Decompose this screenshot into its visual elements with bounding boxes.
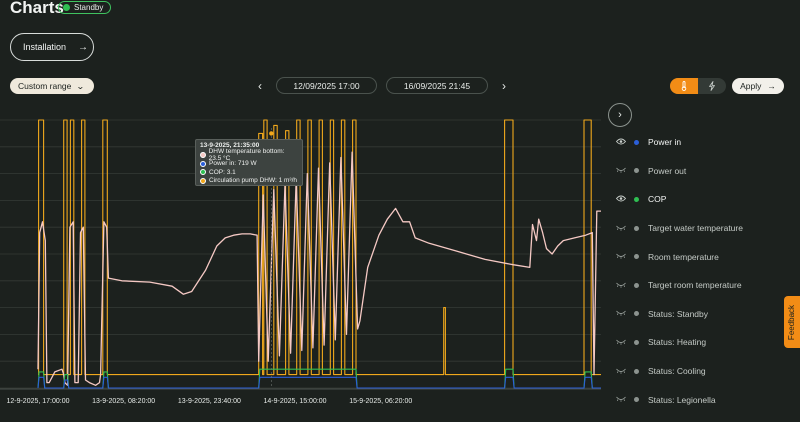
tooltip-swatch — [200, 169, 206, 176]
eye-off-icon[interactable] — [616, 367, 632, 376]
end-date-value: 16/09/2025 21:45 — [403, 80, 471, 91]
status-badge-label: Standby — [74, 3, 104, 12]
arrow-right-icon: → — [78, 41, 89, 53]
collapse-legend-button[interactable]: › — [608, 103, 632, 127]
eye-off-icon[interactable] — [616, 338, 632, 347]
eye-off-icon[interactable] — [616, 395, 632, 404]
legend-item[interactable]: Power in — [615, 128, 786, 157]
legend-color-dot — [634, 196, 639, 202]
legend-item[interactable]: Status: Legionella — [616, 385, 786, 414]
tooltip-row: DHW temperature bottom: 23.5 °C — [200, 148, 298, 163]
legend-item-label: Status: Standby — [648, 308, 709, 319]
eye-off-icon[interactable] — [616, 281, 632, 290]
tooltip-timestamp: 13-9-2025, 21:35:00 — [200, 142, 260, 149]
legend-item[interactable]: Status: Cooling — [616, 357, 786, 386]
eye-icon[interactable] — [615, 138, 632, 147]
chart-legend: Power in Power out COP Target water tempera… — [615, 128, 786, 414]
legend-item[interactable]: Target room temperature — [616, 271, 786, 300]
legend-item-label: Room temperature — [648, 251, 719, 262]
x-tick-label: 15-9-2025, 06:20:00 — [349, 398, 412, 405]
installation-button-label: Installation — [23, 42, 67, 52]
legend-item-label: Power out — [648, 165, 687, 176]
bolt-icon — [709, 81, 715, 91]
eye-off-icon[interactable] — [616, 309, 632, 318]
tooltip-swatch — [200, 177, 206, 184]
page-title: Charts — [10, 0, 64, 17]
chart-x-ticks: 12-9-2025, 17:00:00 13-9-2025, 08:20:00 13… — [6, 398, 412, 405]
status-badge: Standby — [58, 1, 112, 14]
chart-tooltip: 13-9-2025, 21:35:00 DHW temperature bott… — [195, 139, 303, 186]
legend-item-label: Target water temperature — [648, 223, 743, 234]
end-date-field[interactable]: 16/09/2025 21:45 — [386, 77, 488, 94]
tooltip-row: COP: 3.1 — [200, 168, 298, 177]
legend-item-label: Status: Cooling — [648, 366, 706, 377]
series-line-circulation-pump-dhw — [38, 119, 601, 376]
legend-item-label: Target room temperature — [648, 280, 742, 291]
tooltip-row-text: Power in: 719 W — [209, 160, 257, 168]
eye-off-icon[interactable] — [616, 166, 632, 175]
legend-item-label: Status: Legionella — [648, 394, 716, 405]
tooltip-row-text: Circulation pump DHW: 1 m³/h — [209, 177, 298, 185]
legend-color-dot — [634, 282, 639, 288]
x-tick-label: 14-9-2025, 15:00:00 — [264, 398, 327, 405]
thermometer-icon — [681, 81, 687, 91]
temperature-mode-button[interactable] — [670, 78, 698, 94]
apply-button-label: Apply — [740, 81, 762, 91]
eye-off-icon[interactable] — [616, 252, 632, 261]
legend-color-dot — [634, 368, 639, 374]
installation-button[interactable]: Installation → — [10, 33, 94, 61]
legend-item[interactable]: Power out — [616, 157, 786, 186]
feedback-tab[interactable]: Feedback — [784, 296, 800, 348]
legend-color-dot — [634, 139, 639, 145]
apply-button[interactable]: Apply → — [732, 78, 784, 94]
tooltip-row-text: COP: 3.1 — [209, 168, 236, 176]
chart-hover-marker — [269, 128, 274, 388]
legend-color-dot — [634, 311, 639, 317]
tooltip-row: Circulation pump DHW: 1 m³/h — [200, 177, 298, 186]
range-select-value: Custom range — [18, 81, 72, 91]
start-date-value: 12/09/2025 17:00 — [293, 80, 360, 91]
legend-color-dot — [634, 168, 639, 174]
tooltip-swatch — [200, 152, 206, 159]
chart-series — [37, 119, 601, 389]
legend-color-dot — [634, 397, 639, 403]
tooltip-row-text: DHW temperature bottom: 23.5 °C — [208, 148, 285, 163]
legend-color-dot — [634, 254, 639, 260]
legend-color-dot — [634, 225, 639, 231]
eye-off-icon[interactable] — [616, 224, 632, 233]
legend-item[interactable]: Room temperature — [616, 242, 786, 271]
legend-item[interactable]: COP — [615, 185, 786, 214]
series-line-power-in — [37, 376, 601, 389]
legend-item-label: Status: Heating — [648, 337, 707, 348]
tooltip-swatch — [200, 160, 206, 167]
eye-icon[interactable] — [615, 195, 632, 204]
status-dot-icon — [63, 4, 70, 11]
x-tick-label: 13-9-2025, 08:20:00 — [92, 398, 155, 405]
range-select[interactable]: Custom range ⌄ — [10, 78, 94, 94]
legend-item[interactable]: Target water temperature — [616, 214, 786, 243]
legend-item-label: Power in — [648, 137, 682, 148]
legend-item[interactable]: Status: Heating — [616, 328, 786, 357]
series-line-dhw-temperature-bottom — [37, 151, 601, 386]
start-date-field[interactable]: 12/09/2025 17:00 — [276, 77, 377, 94]
arrow-right-icon: → — [767, 81, 776, 91]
chevron-left-icon: ‹ — [258, 79, 262, 93]
tooltip-row: Power in: 719 W — [200, 160, 298, 169]
chevron-down-icon: ⌄ — [76, 81, 86, 91]
chevron-right-icon: › — [618, 109, 622, 121]
legend-color-dot — [634, 339, 639, 345]
chevron-right-icon: › — [502, 79, 506, 93]
legend-item-label: COP — [648, 194, 667, 205]
x-tick-label: 13-9-2025, 23:40:00 — [178, 398, 241, 405]
hover-point — [269, 131, 274, 136]
previous-range-button[interactable]: ‹ — [254, 78, 266, 94]
legend-item[interactable]: Status: Standby — [616, 300, 786, 329]
next-range-button[interactable]: › — [498, 78, 510, 94]
x-tick-label: 12-9-2025, 17:00:00 — [6, 398, 69, 405]
power-mode-button[interactable] — [698, 78, 726, 94]
feedback-tab-label: Feedback — [787, 304, 797, 340]
chart-mode-toggle — [670, 78, 726, 94]
